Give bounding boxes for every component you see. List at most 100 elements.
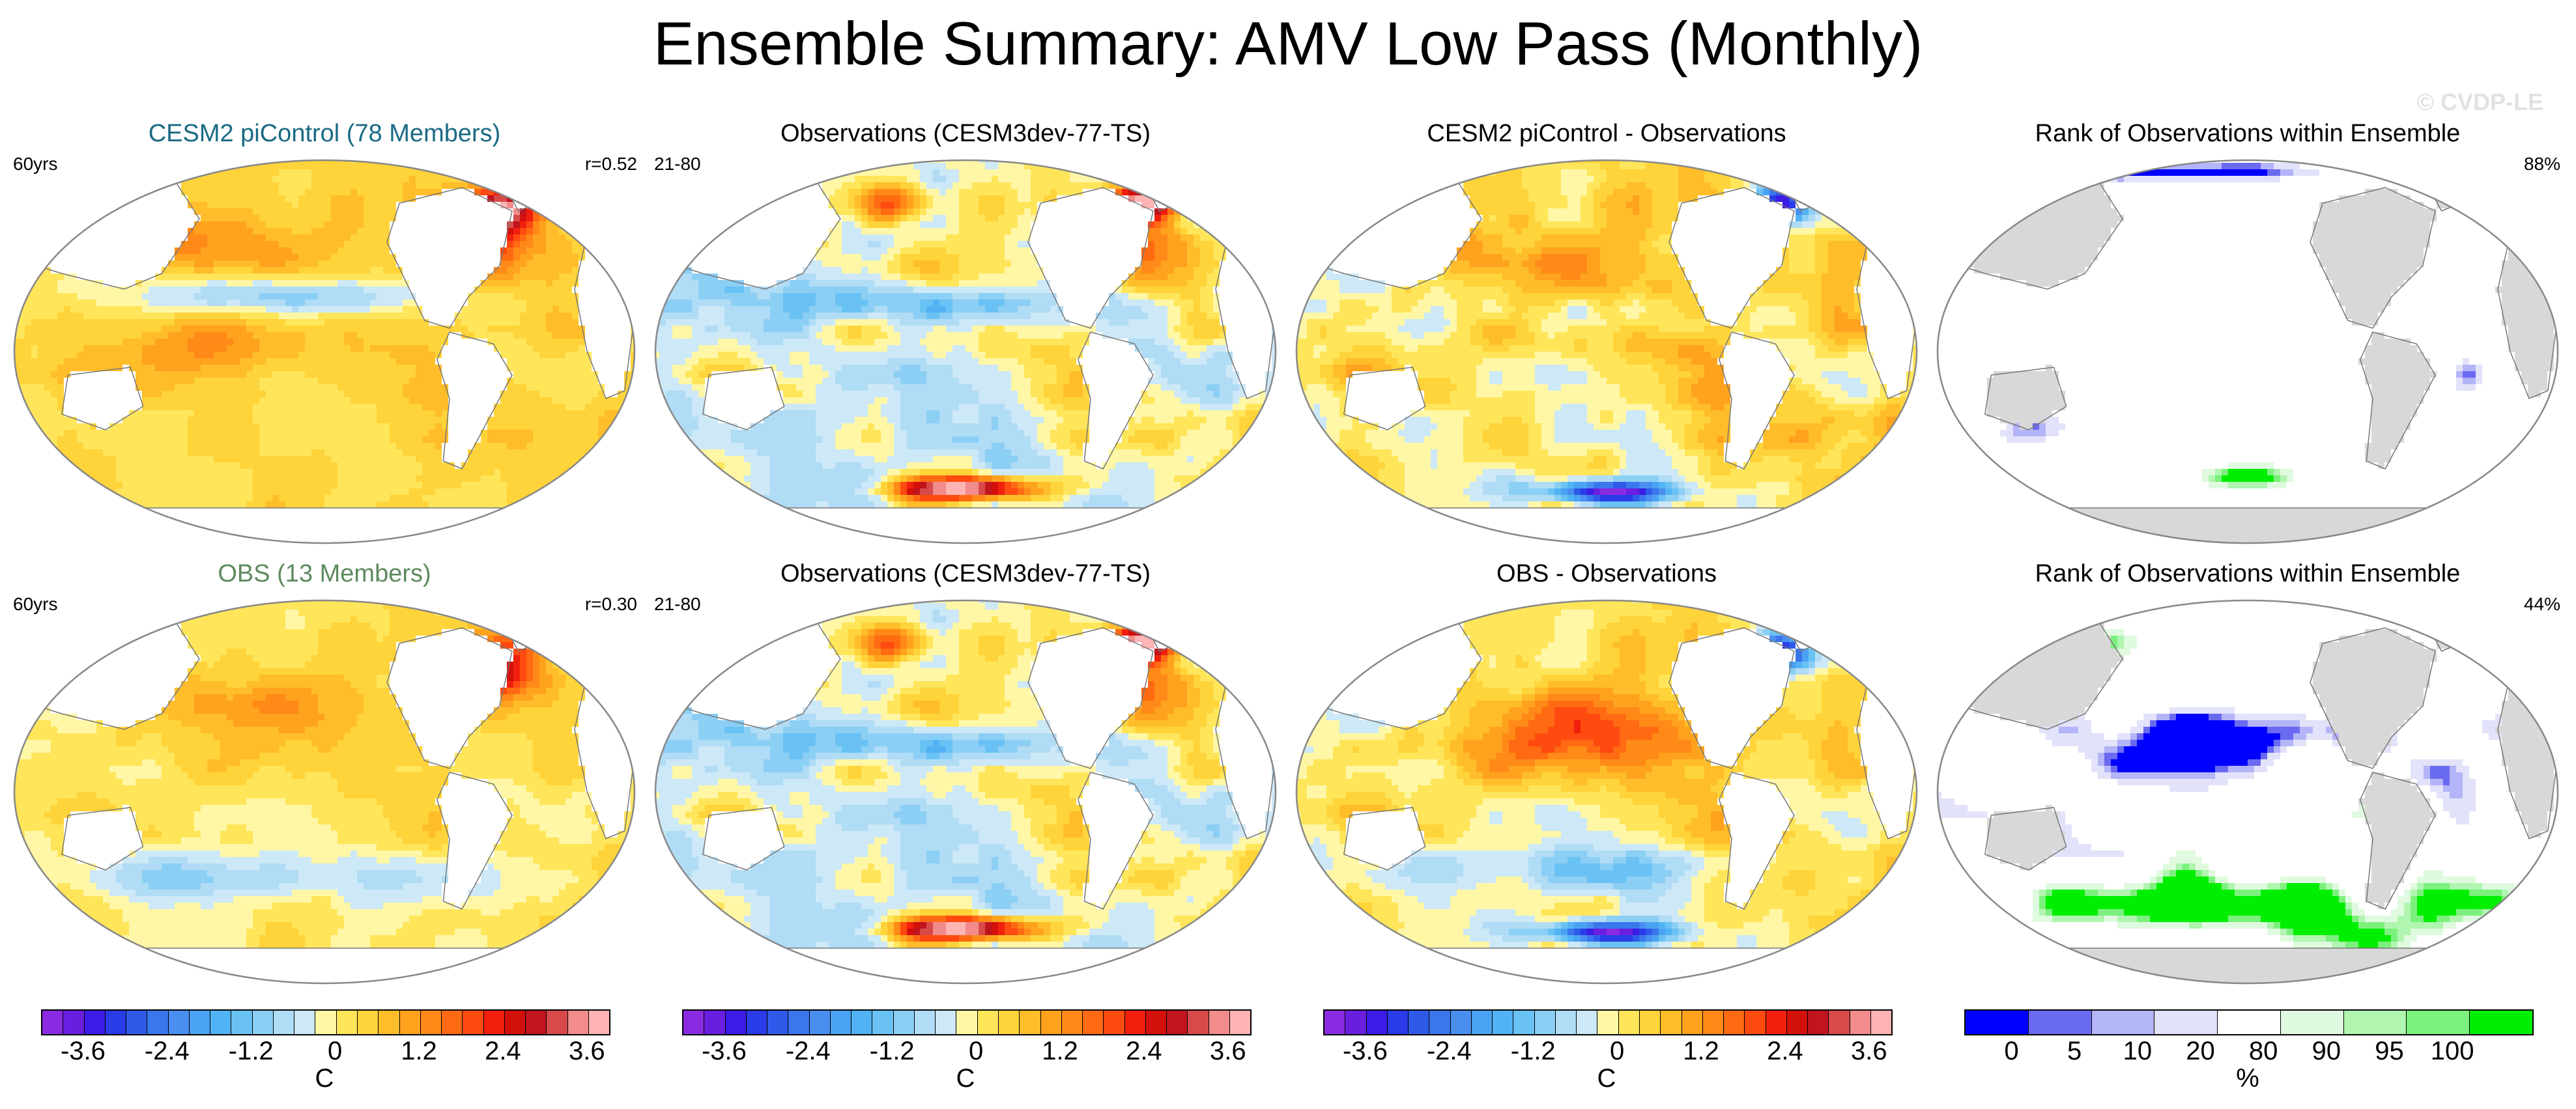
colorbar-tick-label: 0 [969, 1037, 983, 1066]
colorbar-box [147, 1011, 169, 1034]
map-border [654, 159, 1277, 544]
colorbar-tick-label: 1.2 [1042, 1037, 1078, 1066]
colorbar-box [588, 1011, 610, 1034]
colorbar-box [63, 1011, 85, 1034]
colorbar-box [1966, 1011, 2029, 1034]
colorbar-box [2154, 1011, 2218, 1034]
colorbar-box [704, 1011, 726, 1034]
colorbar-box [1083, 1011, 1104, 1034]
colorbar-box [273, 1011, 295, 1034]
colorbar-box [830, 1011, 852, 1034]
colorbar-box [893, 1011, 915, 1034]
colorbar-tick-label: 2.4 [1767, 1037, 1803, 1066]
colorbar-box [1409, 1011, 1430, 1034]
colorbar-box [357, 1011, 379, 1034]
colorbar-box [189, 1011, 211, 1034]
colorbar-box [977, 1011, 999, 1034]
colorbar-tick-label: 3.6 [1851, 1037, 1887, 1066]
map-border [1936, 159, 2559, 544]
panel-right-label: r=0.52 [507, 154, 637, 175]
colorbar-box [1345, 1011, 1367, 1034]
colorbar-box [1829, 1011, 1850, 1034]
colorbar-tick-label: 1.2 [1683, 1037, 1719, 1066]
colorbar-box [2091, 1011, 2155, 1034]
colorbar-box [210, 1011, 232, 1034]
colorbar-box [483, 1011, 505, 1034]
colorbar-tick-label: 5 [2067, 1037, 2082, 1066]
map-border [1936, 599, 2559, 985]
colorbar-tick-label: -1.2 [870, 1037, 915, 1066]
panel-title: OBS - Observations [1294, 560, 1919, 588]
map-border [1295, 159, 1918, 544]
colorbar-tick-label: 95 [2375, 1037, 2404, 1066]
panel-right-label: 44% [2430, 594, 2560, 615]
panel-title: Observations (CESM3dev-77-TS) [653, 120, 1278, 148]
colorbar-tick-label: -2.4 [1427, 1037, 1472, 1066]
colorbar-box [442, 1011, 463, 1034]
colorbar-tick-label: -1.2 [229, 1037, 274, 1066]
colorbar-box [2028, 1011, 2092, 1034]
colorbar-tick-label: -3.6 [1343, 1037, 1388, 1066]
colorbar-box [746, 1011, 768, 1034]
colorbar-box [1766, 1011, 1787, 1034]
colorbar-tick-label: 80 [2249, 1037, 2278, 1066]
colorbar-box [767, 1011, 789, 1034]
colorbar-box [1808, 1011, 1829, 1034]
colorbar-box [1145, 1011, 1167, 1034]
colorbar-box [399, 1011, 421, 1034]
colorbar-box [1870, 1011, 1892, 1034]
colorbar-unit: C [956, 1064, 975, 1093]
colorbar-box [2280, 1011, 2344, 1034]
colorbar-box [1786, 1011, 1809, 1034]
colorbar-box [379, 1011, 400, 1034]
colorbar-tick-label: 1.2 [401, 1037, 437, 1066]
colorbar-box [168, 1011, 190, 1034]
colorbar-unit: % [2236, 1064, 2259, 1093]
colorbar-box [852, 1011, 873, 1034]
colorbar-tick-label: 100 [2431, 1037, 2474, 1066]
colorbar-box [1661, 1011, 1682, 1034]
colorbar-tick-label: 2.4 [1126, 1037, 1162, 1066]
colorbar-tick-label: 20 [2186, 1037, 2215, 1066]
temperature-colorbar [41, 1009, 610, 1035]
rank-colorbar [1964, 1009, 2534, 1035]
panel-left-label: 21-80 [654, 594, 701, 615]
colorbar-box [105, 1011, 127, 1034]
colorbar-box [1702, 1011, 1724, 1034]
map-panel [1936, 599, 2559, 985]
colorbar-tick-label: -3.6 [702, 1037, 747, 1066]
colorbar-unit: C [1597, 1064, 1616, 1093]
panel-title: Rank of Observations within Ensemble [1935, 120, 2560, 148]
temperature-colorbar [682, 1009, 1252, 1035]
colorbar-box [872, 1011, 894, 1034]
colorbar-box [1577, 1011, 1598, 1034]
panel-right-label: r=0.30 [507, 594, 637, 615]
map-panel [1936, 159, 2559, 544]
colorbar-box [315, 1011, 337, 1034]
colorbar-box [956, 1011, 978, 1034]
colorbar-box [1188, 1011, 1209, 1034]
colorbar-box [1471, 1011, 1493, 1034]
watermark: © CVDP-LE [2416, 89, 2543, 116]
colorbar-box [998, 1011, 1020, 1034]
panel-left-label: 60yrs [13, 154, 57, 175]
colorbar-tick-label: 0 [2004, 1037, 2018, 1066]
colorbar-box [526, 1011, 547, 1034]
colorbar-box [1429, 1011, 1451, 1034]
map-panel [654, 599, 1277, 985]
colorbar-box [1850, 1011, 1871, 1034]
colorbar-box [1597, 1011, 1619, 1034]
panel-title: Rank of Observations within Ensemble [1935, 560, 2560, 588]
colorbar-box [1724, 1011, 1745, 1034]
colorbar-box [1061, 1011, 1083, 1034]
panel-left-label: 21-80 [654, 154, 701, 175]
colorbar-box [84, 1011, 106, 1034]
colorbar-tick-label: 3.6 [569, 1037, 605, 1066]
colorbar-box [1104, 1011, 1125, 1034]
colorbar-box [683, 1011, 705, 1034]
colorbar-tick-label: -2.4 [786, 1037, 831, 1066]
colorbar-box [1229, 1011, 1251, 1034]
colorbar-unit: C [315, 1064, 334, 1093]
colorbar-box [252, 1011, 274, 1034]
